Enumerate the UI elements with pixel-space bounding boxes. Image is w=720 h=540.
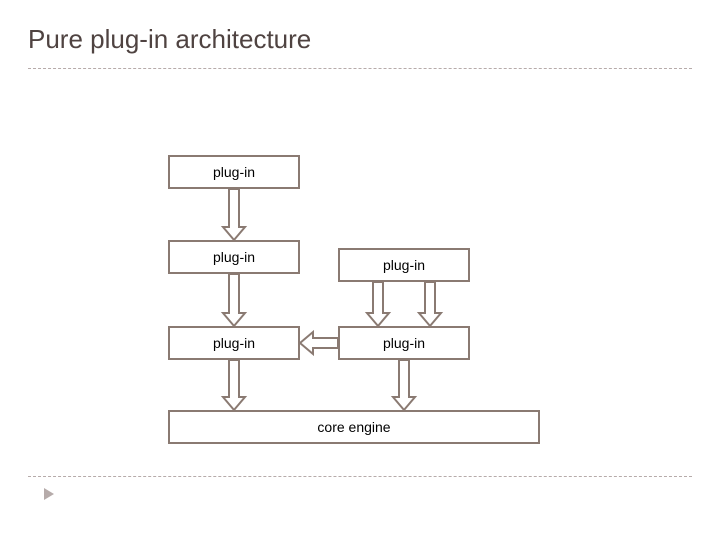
bullet-icon xyxy=(44,488,54,500)
box-label: plug-in xyxy=(383,335,425,351)
arrow-down-icon xyxy=(367,282,389,326)
arrow-down-icon xyxy=(393,360,415,410)
plugin-box: plug-in xyxy=(168,326,300,360)
dashed-divider xyxy=(28,68,692,69)
box-label: plug-in xyxy=(213,249,255,265)
box-label: plug-in xyxy=(213,164,255,180)
arrow-down-icon xyxy=(223,360,245,410)
plugin-box: plug-in xyxy=(338,248,470,282)
arrow-down-icon xyxy=(223,274,245,326)
box-label: plug-in xyxy=(383,257,425,273)
arrow-left-icon xyxy=(300,332,338,354)
page-title: Pure plug-in architecture xyxy=(28,24,311,55)
arrow-down-icon xyxy=(223,189,245,240)
box-label: core engine xyxy=(317,419,390,435)
arrow-down-icon xyxy=(419,282,441,326)
box-label: plug-in xyxy=(213,335,255,351)
plugin-box: plug-in xyxy=(168,240,300,274)
plugin-box: plug-in xyxy=(168,155,300,189)
plugin-box: plug-in xyxy=(338,326,470,360)
core-engine-box: core engine xyxy=(168,410,540,444)
dashed-divider xyxy=(28,476,692,477)
